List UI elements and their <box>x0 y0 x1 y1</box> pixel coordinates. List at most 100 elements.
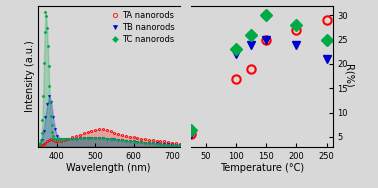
TB nanorods <box>74 137 78 140</box>
X-axis label: Temperature (°C): Temperature (°C) <box>220 163 304 173</box>
Line: TA nanorods: TA nanorods <box>37 128 181 146</box>
TB nanorods <box>116 139 121 141</box>
TB nanorods <box>264 39 268 41</box>
TA nanorods <box>143 138 147 140</box>
TA nanorods <box>135 137 140 139</box>
TA nanorods <box>47 139 51 141</box>
TA nanorods <box>147 139 151 141</box>
TB nanorods <box>154 142 159 144</box>
TA nanorods <box>89 129 94 132</box>
TB nanorods <box>147 142 151 144</box>
TB nanorods <box>162 143 166 145</box>
Legend: TA nanorods, TB nanorods, TC nanorods: TA nanorods, TB nanorods, TC nanorods <box>110 10 175 45</box>
TA nanorods <box>104 129 109 131</box>
TA nanorods <box>101 128 105 130</box>
TB nanorods <box>55 135 59 137</box>
TA nanorods <box>53 140 57 142</box>
TB nanorods <box>49 101 53 103</box>
TB nanorods <box>135 141 140 143</box>
TB nanorods <box>62 138 67 140</box>
TA nanorods <box>70 136 74 138</box>
TA nanorods <box>234 77 239 80</box>
X-axis label: Wavelength (nm): Wavelength (nm) <box>67 163 151 173</box>
TC nanorods <box>264 14 268 17</box>
TA nanorods <box>170 142 174 144</box>
TA nanorods <box>41 143 46 145</box>
TA nanorods <box>150 139 155 141</box>
TB nanorods <box>234 53 239 55</box>
TA nanorods <box>108 130 113 132</box>
Line: TB nanorods: TB nanorods <box>37 95 181 146</box>
Line: TC nanorods: TC nanorods <box>187 11 331 134</box>
TA nanorods <box>45 140 50 142</box>
TA nanorods <box>82 132 86 134</box>
TB nanorods <box>324 58 329 60</box>
TB nanorods <box>101 137 105 139</box>
TA nanorods <box>131 136 136 138</box>
TB nanorods <box>112 138 117 140</box>
TA nanorods <box>158 140 163 142</box>
TA nanorods <box>139 137 144 140</box>
TA nanorods <box>120 134 124 136</box>
TB nanorods <box>82 137 86 139</box>
TB nanorods <box>93 137 98 139</box>
TB nanorods <box>53 128 57 130</box>
Y-axis label: R(%): R(%) <box>344 64 354 88</box>
TA nanorods <box>39 144 44 146</box>
TB nanorods <box>47 95 51 97</box>
TB nanorods <box>45 102 50 105</box>
TC nanorods <box>294 24 299 26</box>
TB nanorods <box>59 137 63 140</box>
TB nanorods <box>36 144 40 146</box>
Line: TB nanorods: TB nanorods <box>187 36 331 139</box>
TB nanorods <box>108 137 113 140</box>
TA nanorods <box>59 140 63 142</box>
TA nanorods <box>124 135 128 137</box>
TC nanorods <box>177 144 182 146</box>
TB nanorods <box>39 139 44 141</box>
TA nanorods <box>127 135 132 138</box>
TC nanorods <box>47 85 51 87</box>
TB nanorods <box>37 143 42 145</box>
TA nanorods <box>174 142 178 144</box>
TB nanorods <box>41 129 46 132</box>
TA nanorods <box>249 68 254 70</box>
TB nanorods <box>150 142 155 144</box>
TA nanorods <box>116 133 121 135</box>
TA nanorods <box>93 129 98 131</box>
TA nanorods <box>37 144 42 146</box>
TC nanorods <box>147 142 151 144</box>
TC nanorods <box>234 48 239 51</box>
TA nanorods <box>77 133 82 136</box>
TC nanorods <box>170 144 174 146</box>
TB nanorods <box>294 43 299 46</box>
TB nanorods <box>70 137 74 140</box>
TC nanorods <box>249 34 254 36</box>
TB nanorods <box>143 142 147 144</box>
TA nanorods <box>177 143 182 145</box>
TA nanorods <box>324 19 329 21</box>
Line: TC nanorods: TC nanorods <box>37 11 181 146</box>
Line: TA nanorods: TA nanorods <box>187 16 331 139</box>
TB nanorods <box>124 139 128 142</box>
TA nanorods <box>264 39 268 41</box>
TC nanorods <box>46 65 51 67</box>
TA nanorods <box>85 131 90 133</box>
TC nanorods <box>43 11 48 14</box>
TB nanorods <box>85 137 90 139</box>
TA nanorods <box>43 142 48 144</box>
TB nanorods <box>170 143 174 146</box>
TA nanorods <box>66 137 71 140</box>
TC nanorods <box>36 144 40 146</box>
TB nanorods <box>51 116 56 118</box>
TC nanorods <box>189 128 193 131</box>
TA nanorods <box>112 131 117 134</box>
TA nanorods <box>154 139 159 142</box>
TB nanorods <box>158 143 163 145</box>
TA nanorods <box>294 29 299 31</box>
Y-axis label: Intensity (a.u.): Intensity (a.u.) <box>25 40 35 112</box>
TA nanorods <box>49 138 53 140</box>
TB nanorods <box>43 116 48 118</box>
TB nanorods <box>97 137 101 139</box>
TC nanorods <box>108 137 113 140</box>
